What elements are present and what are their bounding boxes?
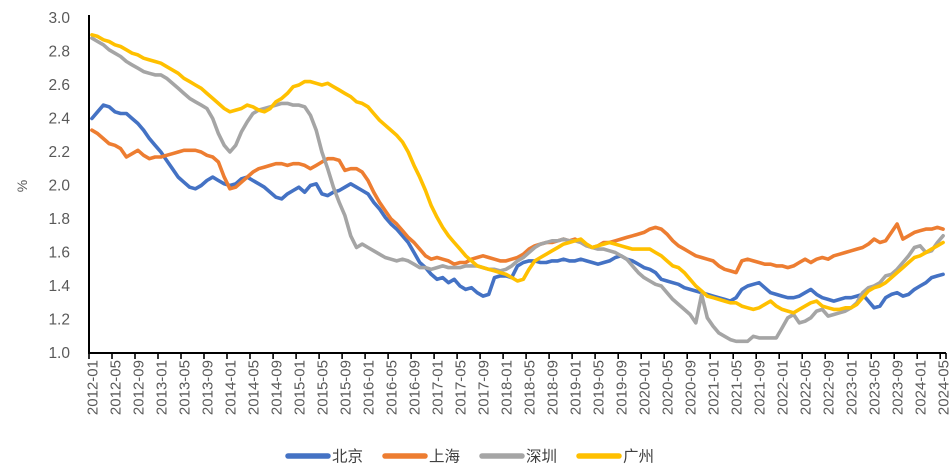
x-tick-label: 2024-05 — [936, 360, 950, 415]
x-tick-label: 2022-01 — [775, 360, 792, 415]
x-tick-label: 2014-01 — [222, 360, 239, 415]
x-tick-label: 2013-09 — [199, 360, 216, 415]
x-tick-label: 2018-05 — [522, 360, 539, 415]
y-tick-label: 2.4 — [48, 111, 70, 128]
y-tick-label: 1.6 — [48, 245, 70, 262]
legend-label-shanghai: 上海 — [429, 448, 460, 466]
x-tick-label: 2013-01 — [153, 360, 170, 415]
x-tick-label: 2018-09 — [545, 360, 562, 415]
y-tick-label: 1.8 — [48, 211, 70, 228]
y-axis-labels: 3.0 2.8 2.6 2.4 2.2 2.0 1.8 1.6 1.4 1.2 1.0 — [48, 10, 70, 362]
x-tick-label: 2019-09 — [614, 360, 631, 415]
x-tick-label: 2021-09 — [752, 360, 769, 415]
y-tick-label: 1.2 — [48, 312, 70, 329]
x-tick-label: 2019-05 — [591, 360, 608, 415]
series-line-guangzhou — [90, 32, 945, 315]
x-tick-label: 2020-05 — [660, 360, 677, 415]
y-tick-label: 2.8 — [48, 44, 70, 61]
x-axis-labels: 2012-01 2012-05 2012-09 2013-01 2013-05 2013-… — [84, 360, 950, 415]
y-tick-label: 1.0 — [48, 345, 70, 362]
x-tick-label: 2012-01 — [84, 360, 101, 415]
legend: 北京 上海 深圳 广州 — [285, 448, 654, 466]
x-axis-ticks — [88, 353, 947, 359]
y-tick-label: 3.0 — [48, 10, 70, 27]
y-axis-title: % — [14, 180, 30, 192]
x-tick-label: 2017-05 — [453, 360, 470, 415]
x-tick-label: 2023-01 — [844, 360, 861, 415]
x-tick-label: 2024-01 — [913, 360, 930, 415]
y-tick-label: 1.4 — [48, 278, 70, 295]
y-tick-label: 2.2 — [48, 144, 70, 161]
series-line-shanghai — [90, 128, 945, 275]
x-tick-label: 2017-09 — [476, 360, 493, 415]
legend-item-shenzhen: 深圳 — [479, 448, 557, 466]
legend-item-shanghai: 上海 — [382, 448, 460, 466]
x-tick-label: 2015-05 — [314, 360, 331, 415]
x-tick-label: 2021-01 — [706, 360, 723, 415]
x-tick-label: 2016-09 — [407, 360, 424, 415]
x-tick-label: 2012-05 — [107, 360, 124, 415]
x-tick-label: 2020-01 — [637, 360, 654, 415]
legend-label-shenzhen: 深圳 — [526, 448, 557, 466]
x-tick-label: 2016-01 — [361, 360, 378, 415]
legend-item-guangzhou: 广州 — [576, 448, 654, 466]
x-tick-label: 2021-05 — [729, 360, 746, 415]
x-tick-label: 2023-09 — [890, 360, 907, 415]
x-tick-label: 2022-05 — [798, 360, 815, 415]
x-tick-label: 2017-01 — [430, 360, 447, 415]
x-tick-label: 2018-01 — [499, 360, 516, 415]
legend-item-beijing: 北京 — [285, 448, 363, 466]
legend-label-beijing: 北京 — [332, 448, 363, 466]
legend-label-guangzhou: 广州 — [623, 448, 654, 466]
x-tick-label: 2014-09 — [268, 360, 285, 415]
x-tick-label: 2013-05 — [176, 360, 193, 415]
x-tick-label: 2022-09 — [821, 360, 838, 415]
x-tick-label: 2016-05 — [384, 360, 401, 415]
x-tick-label: 2015-01 — [291, 360, 308, 415]
y-tick-label: 2.6 — [48, 77, 70, 94]
series-line-shenzhen — [90, 36, 945, 344]
x-tick-label: 2012-09 — [130, 360, 147, 415]
x-tick-label: 2014-05 — [245, 360, 262, 415]
x-tick-label: 2019-01 — [568, 360, 585, 415]
x-tick-label: 2020-09 — [683, 360, 700, 415]
series-line-beijing — [90, 103, 945, 310]
x-tick-label: 2015-09 — [337, 360, 354, 415]
y-tick-label: 2.0 — [48, 178, 70, 195]
x-tick-label: 2023-05 — [867, 360, 884, 415]
